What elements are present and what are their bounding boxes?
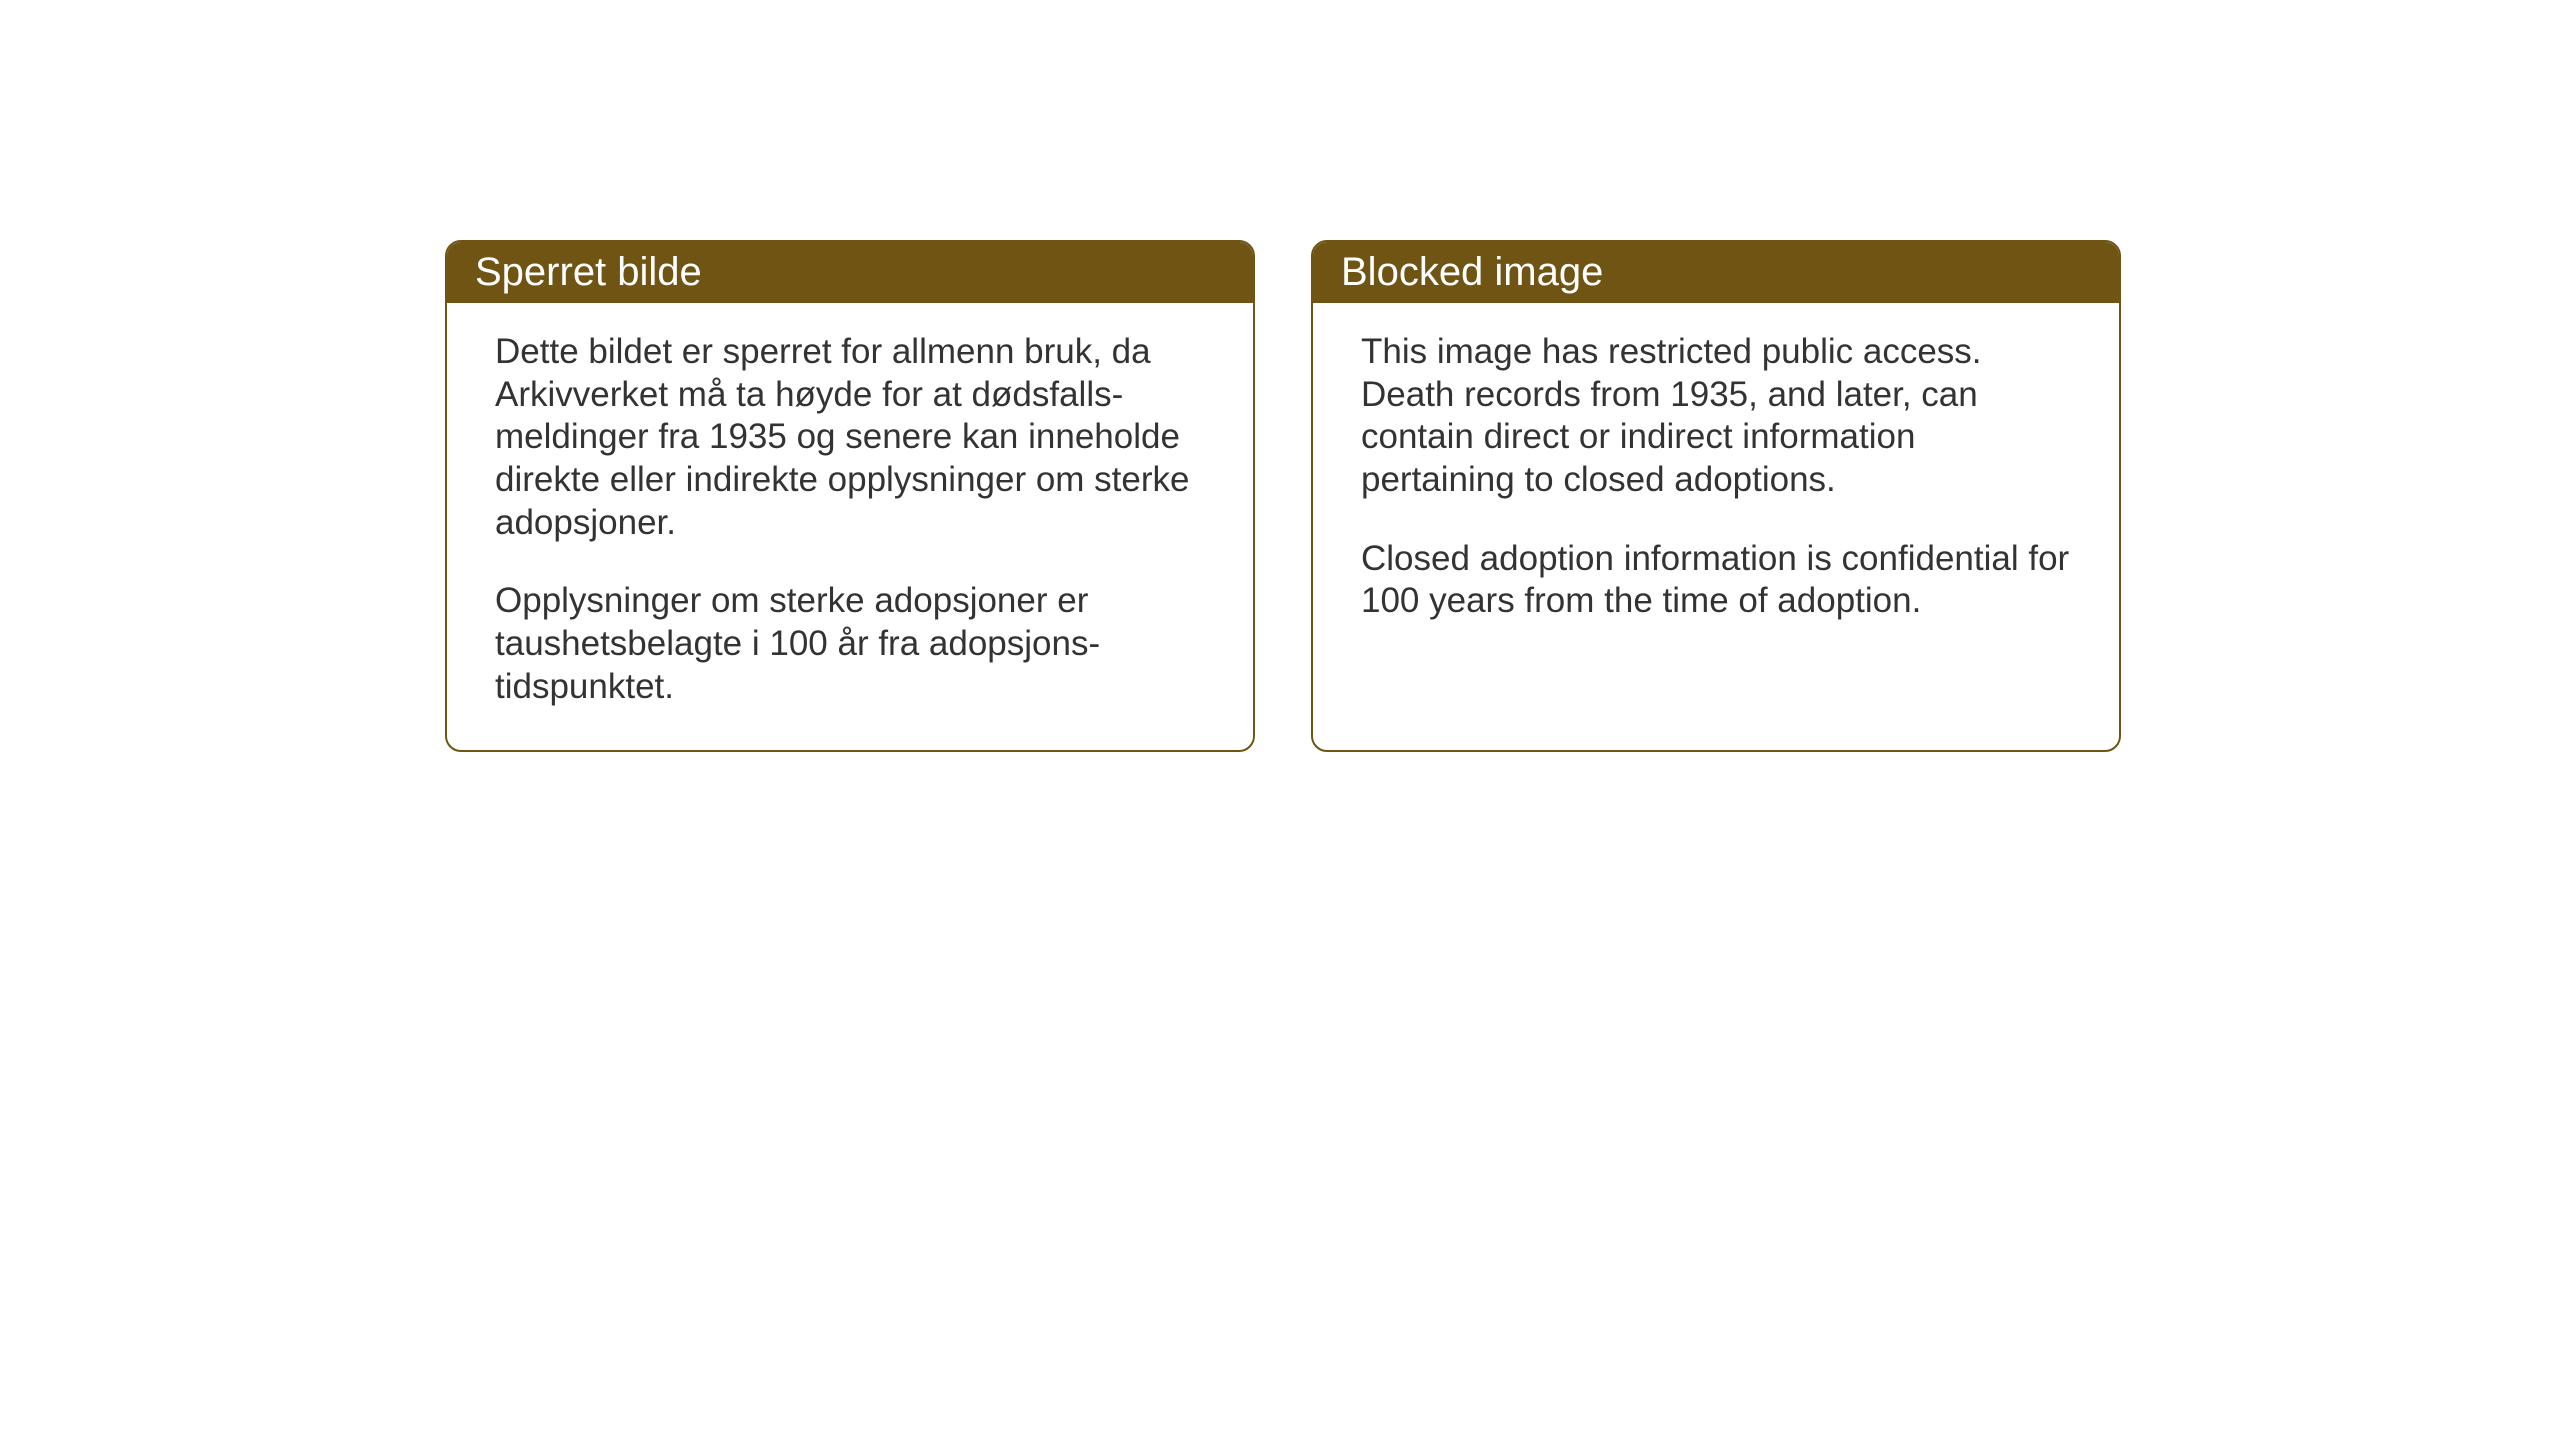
- card-english: Blocked image This image has restricted …: [1311, 240, 2121, 752]
- card-english-paragraph-1: This image has restricted public access.…: [1361, 331, 2071, 502]
- card-norwegian: Sperret bilde Dette bildet er sperret fo…: [445, 240, 1255, 752]
- cards-container: Sperret bilde Dette bildet er sperret fo…: [445, 240, 2121, 752]
- card-norwegian-paragraph-2: Opplysninger om sterke adopsjoner er tau…: [495, 580, 1205, 708]
- card-norwegian-title: Sperret bilde: [475, 250, 702, 294]
- card-english-header: Blocked image: [1313, 242, 2119, 303]
- card-norwegian-header: Sperret bilde: [447, 242, 1253, 303]
- card-english-paragraph-2: Closed adoption information is confident…: [1361, 538, 2071, 623]
- card-norwegian-body: Dette bildet er sperret for allmenn bruk…: [447, 303, 1253, 747]
- card-norwegian-paragraph-1: Dette bildet er sperret for allmenn bruk…: [495, 331, 1205, 544]
- card-english-body: This image has restricted public access.…: [1313, 303, 2119, 661]
- card-english-title: Blocked image: [1341, 250, 1603, 294]
